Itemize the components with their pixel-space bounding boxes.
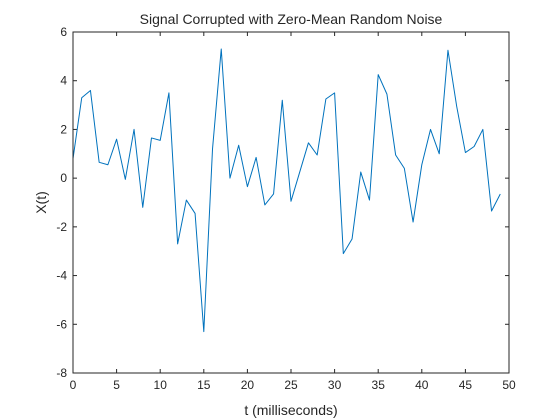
x-tick-label: 5 [113, 378, 120, 392]
series-line [72, 48, 501, 333]
x-tick-label: 50 [502, 378, 516, 392]
y-tick-label: 6 [60, 25, 67, 39]
y-axis-label: X(t) [33, 191, 49, 214]
y-tick-label: -4 [56, 269, 67, 283]
x-tick-label: 35 [372, 378, 386, 392]
y-tick-label: -2 [56, 220, 67, 234]
x-axis-label: t (milliseconds) [244, 402, 337, 418]
x-tick-label: 15 [197, 378, 211, 392]
x-tick-label: 10 [154, 378, 168, 392]
y-tick-label: 0 [60, 171, 67, 185]
y-tick-label: 2 [60, 122, 67, 136]
x-tick-label: 40 [415, 378, 429, 392]
plot-area [73, 32, 509, 373]
x-tick-label: 30 [328, 378, 342, 392]
y-tick-label: -8 [56, 366, 67, 380]
y-tick-label: -6 [56, 317, 67, 331]
x-tick-label: 20 [241, 378, 255, 392]
x-tick-label: 25 [284, 378, 298, 392]
x-tick-label: 0 [70, 378, 77, 392]
y-tick-label: 4 [60, 74, 67, 88]
axes-box [72, 31, 510, 374]
chart-title: Signal Corrupted with Zero-Mean Random N… [140, 11, 443, 27]
x-tick-label: 45 [459, 378, 473, 392]
tick-labels: 0 5 10 15 20 25 30 35 40 45 50 -8 -6 -4 -2 0 2 4 6 [56, 25, 516, 392]
